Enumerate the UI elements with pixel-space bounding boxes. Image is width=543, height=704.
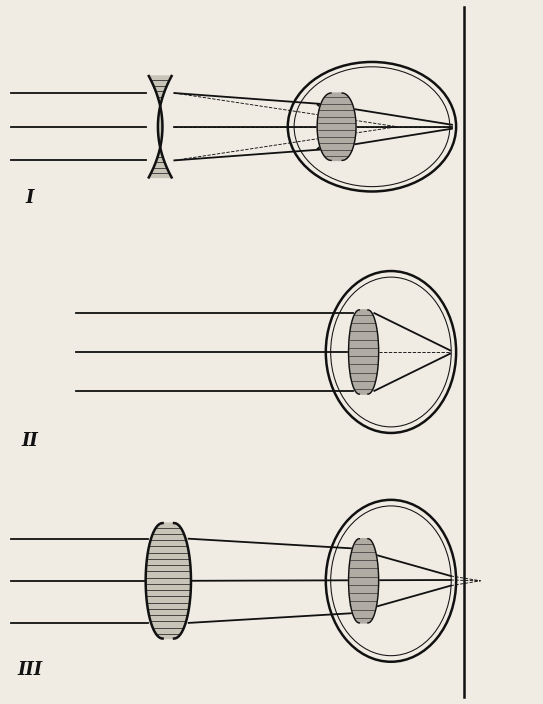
Text: I: I <box>26 189 34 207</box>
Polygon shape <box>317 93 356 161</box>
Polygon shape <box>146 523 191 639</box>
Polygon shape <box>349 539 378 623</box>
Text: II: II <box>22 432 38 450</box>
Text: III: III <box>17 661 42 679</box>
Polygon shape <box>349 310 378 394</box>
Polygon shape <box>149 76 172 177</box>
